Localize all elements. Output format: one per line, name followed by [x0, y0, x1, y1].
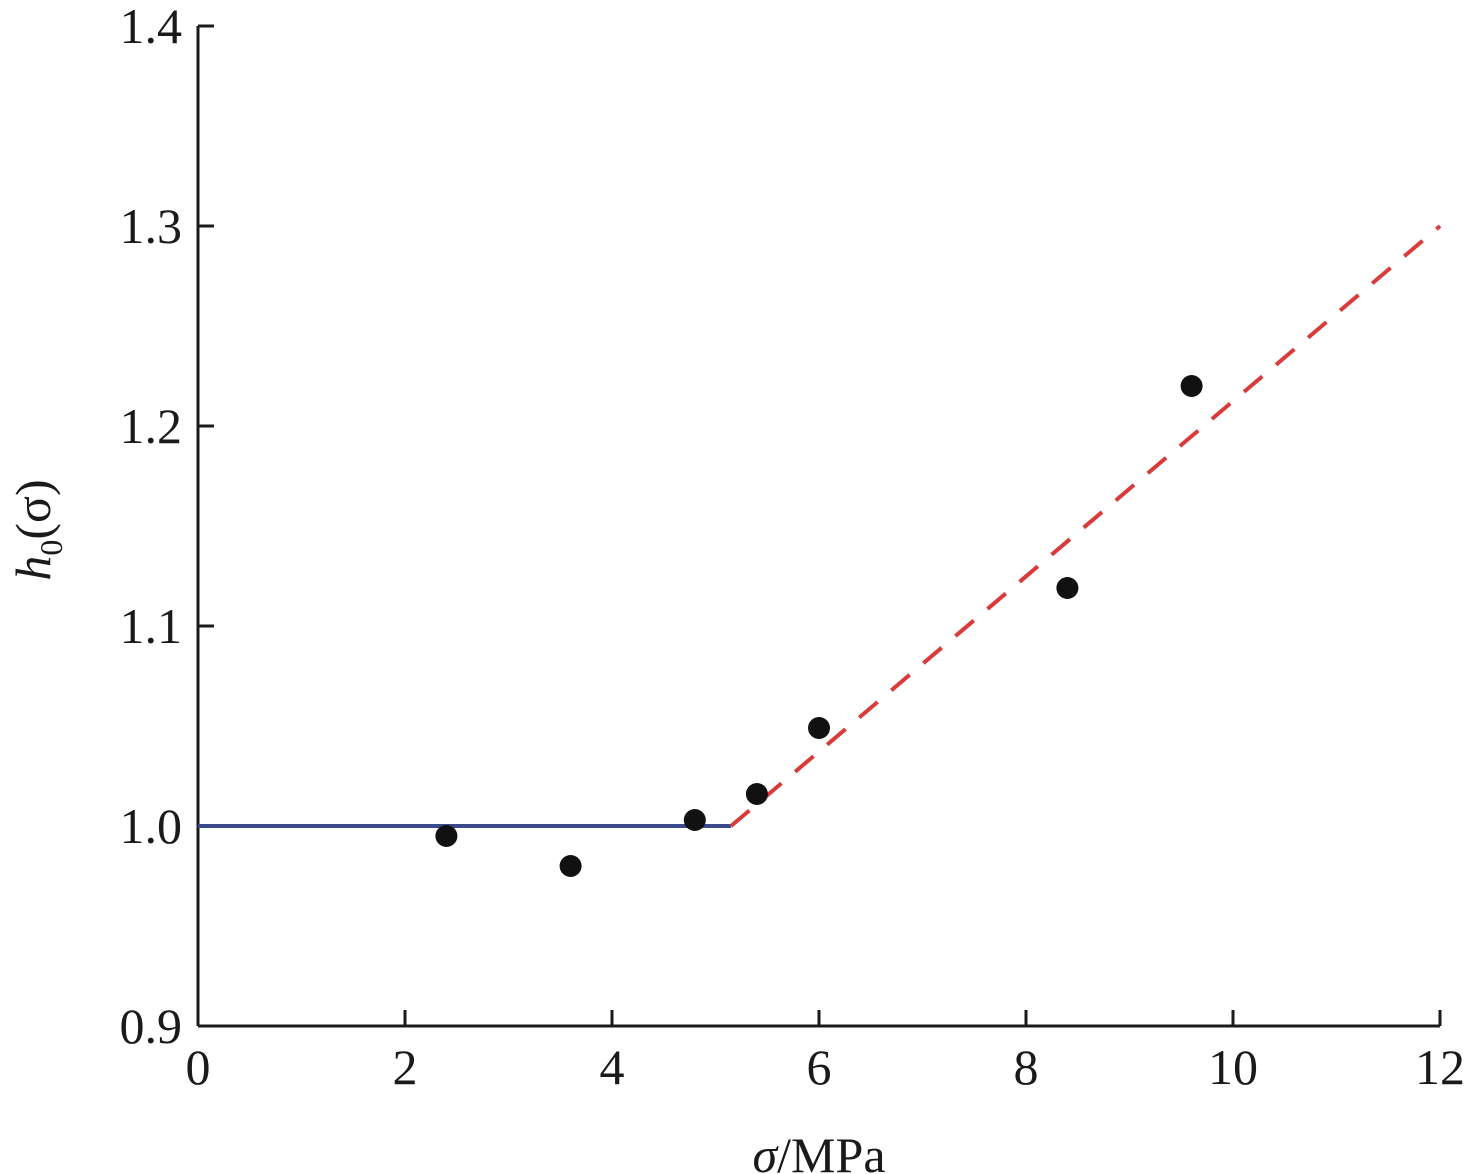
data-point-0	[435, 825, 458, 847]
x-tick-label-3: 6	[807, 1039, 832, 1095]
data-point-4	[808, 717, 830, 739]
y-axis-label: h0(σ)	[5, 479, 69, 580]
x-tick-label-4: 8	[1014, 1039, 1039, 1095]
data-point-3	[745, 783, 768, 805]
x-tick-label-1: 2	[393, 1039, 418, 1095]
y-tick-label-3: 1.2	[120, 398, 183, 454]
axes	[196, 26, 1440, 1028]
y-tick-label-0: 0.9	[120, 998, 183, 1054]
y-ticks: 0.9 1.0 1.1 1.2 1.3 1.4	[120, 0, 214, 1054]
x-tick-label-0: 0	[186, 1039, 211, 1095]
fit-lines	[198, 224, 1442, 828]
data-points	[435, 375, 1203, 877]
data-point-6	[1180, 375, 1203, 397]
dashed-fit-line	[729, 224, 1442, 828]
data-point-5	[1056, 577, 1079, 599]
data-point-2	[683, 809, 706, 831]
x-tick-label-5: 10	[1208, 1039, 1258, 1095]
x-ticks: 0 2 4 6 8 10 12	[186, 1010, 1465, 1095]
y-tick-label-1: 1.0	[120, 798, 183, 854]
y-tick-label-5: 1.4	[120, 0, 183, 54]
x-tick-label-6: 12	[1415, 1039, 1465, 1095]
x-tick-label-2: 4	[600, 1039, 625, 1095]
data-point-1	[559, 855, 582, 877]
x-axis-label: σ/MPa	[752, 1127, 885, 1174]
y-tick-label-4: 1.3	[120, 198, 183, 254]
y-tick-label-2: 1.1	[120, 598, 183, 654]
